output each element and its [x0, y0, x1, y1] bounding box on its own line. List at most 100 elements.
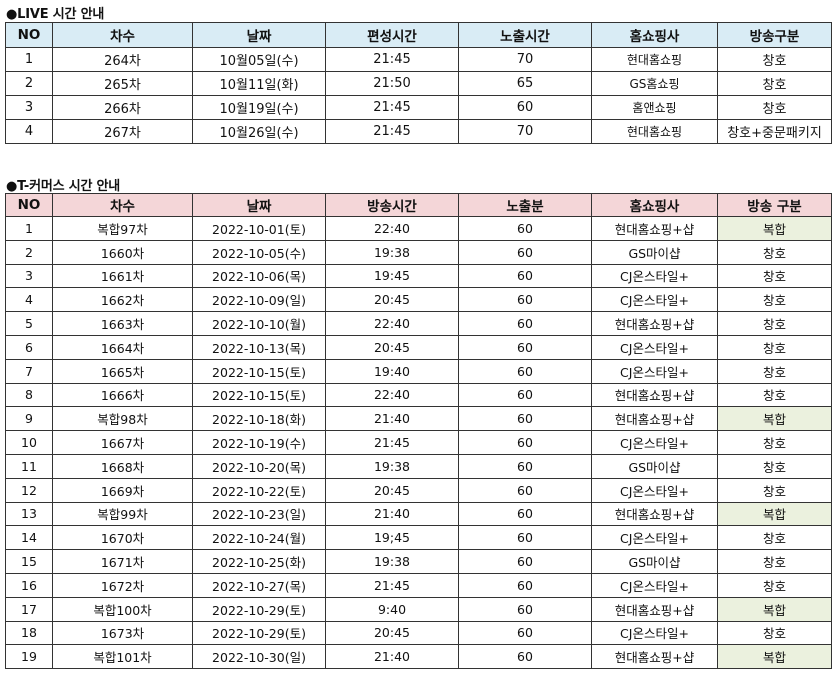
- shop-cell: GS홈쇼핑: [591, 71, 718, 96]
- shop-cell: CJ온스타일+: [591, 334, 718, 360]
- no-cell: 3: [5, 263, 53, 289]
- column-header-date: 날짜: [192, 22, 326, 48]
- type-cell: 복합: [717, 501, 832, 527]
- table-row: 2 1660차 2022-10-05(수) 19:38 60 GS마이샵 창호: [5, 239, 832, 265]
- table-row: 14 1670차 2022-10-24(월) 19;45 60 CJ온스타일+ 창호: [5, 525, 832, 551]
- type-cell: 창호: [717, 358, 832, 384]
- type-cell: 창호: [717, 95, 832, 120]
- type-cell: 창호: [717, 382, 832, 408]
- shop-cell: CJ온스타일+: [591, 477, 718, 503]
- no-cell: 9: [5, 406, 53, 432]
- shop-cell: GS마이샵: [591, 239, 718, 265]
- shop-cell: 현대홈쇼핑+샵: [591, 596, 718, 622]
- shop-cell: 현대홈쇼핑+샵: [591, 311, 718, 336]
- round-cell: 1660차: [52, 239, 193, 265]
- type-cell: 창호: [717, 239, 832, 265]
- round-cell: 265차: [52, 71, 193, 96]
- time-cell: 21:45: [325, 430, 459, 455]
- table-row: 10 1667차 2022-10-19(수) 21:45 60 CJ온스타일+ 창호: [5, 430, 832, 455]
- time-cell: 21:40: [325, 501, 459, 527]
- time-cell: 19:45: [325, 263, 459, 289]
- shop-cell: CJ온스타일+: [591, 620, 718, 646]
- time-cell: 19;45: [325, 525, 459, 551]
- round-cell: 1671차: [52, 549, 193, 574]
- column-header-time: 방송시간: [325, 193, 459, 217]
- time-cell: 19:38: [325, 453, 459, 479]
- no-cell: 15: [5, 549, 53, 574]
- table-row: 3 1661차 2022-10-06(목) 19:45 60 CJ온스타일+ 창호: [5, 263, 832, 289]
- round-cell: 복합101차: [52, 644, 193, 670]
- time-cell: 22:40: [325, 311, 459, 336]
- shop-cell: CJ온스타일+: [591, 358, 718, 384]
- round-cell: 복합100차: [52, 596, 193, 622]
- exposure-cell: 60: [458, 430, 592, 455]
- exposure-cell: 60: [458, 263, 592, 289]
- no-cell: 4: [5, 287, 53, 313]
- exposure-cell: 70: [458, 119, 592, 144]
- round-cell: 1664차: [52, 334, 193, 360]
- table-row: 19 복합101차 2022-10-30(일) 21:40 60 현대홈쇼핑+샵 복합: [5, 644, 832, 670]
- no-cell: 18: [5, 620, 53, 646]
- date-cell: 10월11일(화): [192, 71, 326, 96]
- no-cell: 8: [5, 382, 53, 408]
- exposure-cell: 60: [458, 239, 592, 265]
- date-cell: 2022-10-06(목): [192, 263, 326, 289]
- exposure-cell: 60: [458, 406, 592, 432]
- table-row: 11 1668차 2022-10-20(목) 19:38 60 GS마이샵 창호: [5, 453, 832, 479]
- exposure-cell: 70: [458, 47, 592, 72]
- no-cell: 19: [5, 644, 53, 670]
- date-cell: 2022-10-18(화): [192, 406, 326, 432]
- exposure-cell: 60: [458, 287, 592, 313]
- column-header-exposure: 노출시간: [458, 22, 592, 48]
- shop-cell: CJ온스타일+: [591, 263, 718, 289]
- round-cell: 1662차: [52, 287, 193, 313]
- table-row: 13 복합99차 2022-10-23(일) 21:40 60 현대홈쇼핑+샵 복합: [5, 501, 832, 527]
- time-cell: 19:40: [325, 358, 459, 384]
- round-cell: 1661차: [52, 263, 193, 289]
- column-header-time: 편성시간: [325, 22, 459, 48]
- no-cell: 16: [5, 572, 53, 598]
- exposure-cell: 60: [458, 95, 592, 120]
- date-cell: 2022-10-25(화): [192, 549, 326, 574]
- column-header-type: 방송 구분: [717, 193, 832, 217]
- time-cell: 21:40: [325, 406, 459, 432]
- exposure-cell: 60: [458, 453, 592, 479]
- shop-cell: 현대홈쇼핑: [591, 47, 718, 72]
- shop-cell: CJ온스타일+: [591, 287, 718, 313]
- type-cell: 창호: [717, 334, 832, 360]
- round-cell: 1670차: [52, 525, 193, 551]
- date-cell: 2022-10-29(토): [192, 596, 326, 622]
- table-row: 4 267차 10월26일(수) 21:45 70 현대홈쇼핑 창호+중문패키지: [5, 119, 832, 144]
- date-cell: 2022-10-13(목): [192, 334, 326, 360]
- no-cell: 10: [5, 430, 53, 455]
- table-row: 12 1669차 2022-10-22(토) 20:45 60 CJ온스타일+ 창호: [5, 477, 832, 503]
- column-header-shop: 홈쇼핑사: [591, 22, 718, 48]
- tcommerce-section-title: ●T-커머스 시간 안내: [6, 179, 121, 194]
- date-cell: 2022-10-09(일): [192, 287, 326, 313]
- no-cell: 14: [5, 525, 53, 551]
- type-cell: 창호: [717, 47, 832, 72]
- type-cell: 복합: [717, 644, 832, 670]
- type-cell: 창호: [717, 572, 832, 598]
- time-cell: 21:40: [325, 644, 459, 670]
- table-row: 1 복합97차 2022-10-01(토) 22:40 60 현대홈쇼핑+샵 복합: [5, 216, 832, 241]
- column-header-date: 날짜: [192, 193, 326, 217]
- date-cell: 2022-10-05(수): [192, 239, 326, 265]
- type-cell: 창호: [717, 71, 832, 96]
- shop-cell: GS마이샵: [591, 453, 718, 479]
- date-cell: 2022-10-10(월): [192, 311, 326, 336]
- table-row: 5 1663차 2022-10-10(월) 22:40 60 현대홈쇼핑+샵 창호: [5, 311, 832, 336]
- exposure-cell: 60: [458, 525, 592, 551]
- table-row: 8 1666차 2022-10-15(토) 22:40 60 현대홈쇼핑+샵 창호: [5, 382, 832, 408]
- table-row: 9 복합98차 2022-10-18(화) 21:40 60 현대홈쇼핑+샵 복합: [5, 406, 832, 432]
- round-cell: 복합97차: [52, 216, 193, 241]
- date-cell: 2022-10-27(목): [192, 572, 326, 598]
- no-cell: 4: [5, 119, 53, 144]
- exposure-cell: 60: [458, 572, 592, 598]
- no-cell: 1: [5, 47, 53, 72]
- round-cell: 1673차: [52, 620, 193, 646]
- date-cell: 2022-10-24(월): [192, 525, 326, 551]
- date-cell: 2022-10-15(토): [192, 382, 326, 408]
- shop-cell: 현대홈쇼핑+샵: [591, 644, 718, 670]
- table-row: 6 1664차 2022-10-13(목) 20:45 60 CJ온스타일+ 창호: [5, 334, 832, 360]
